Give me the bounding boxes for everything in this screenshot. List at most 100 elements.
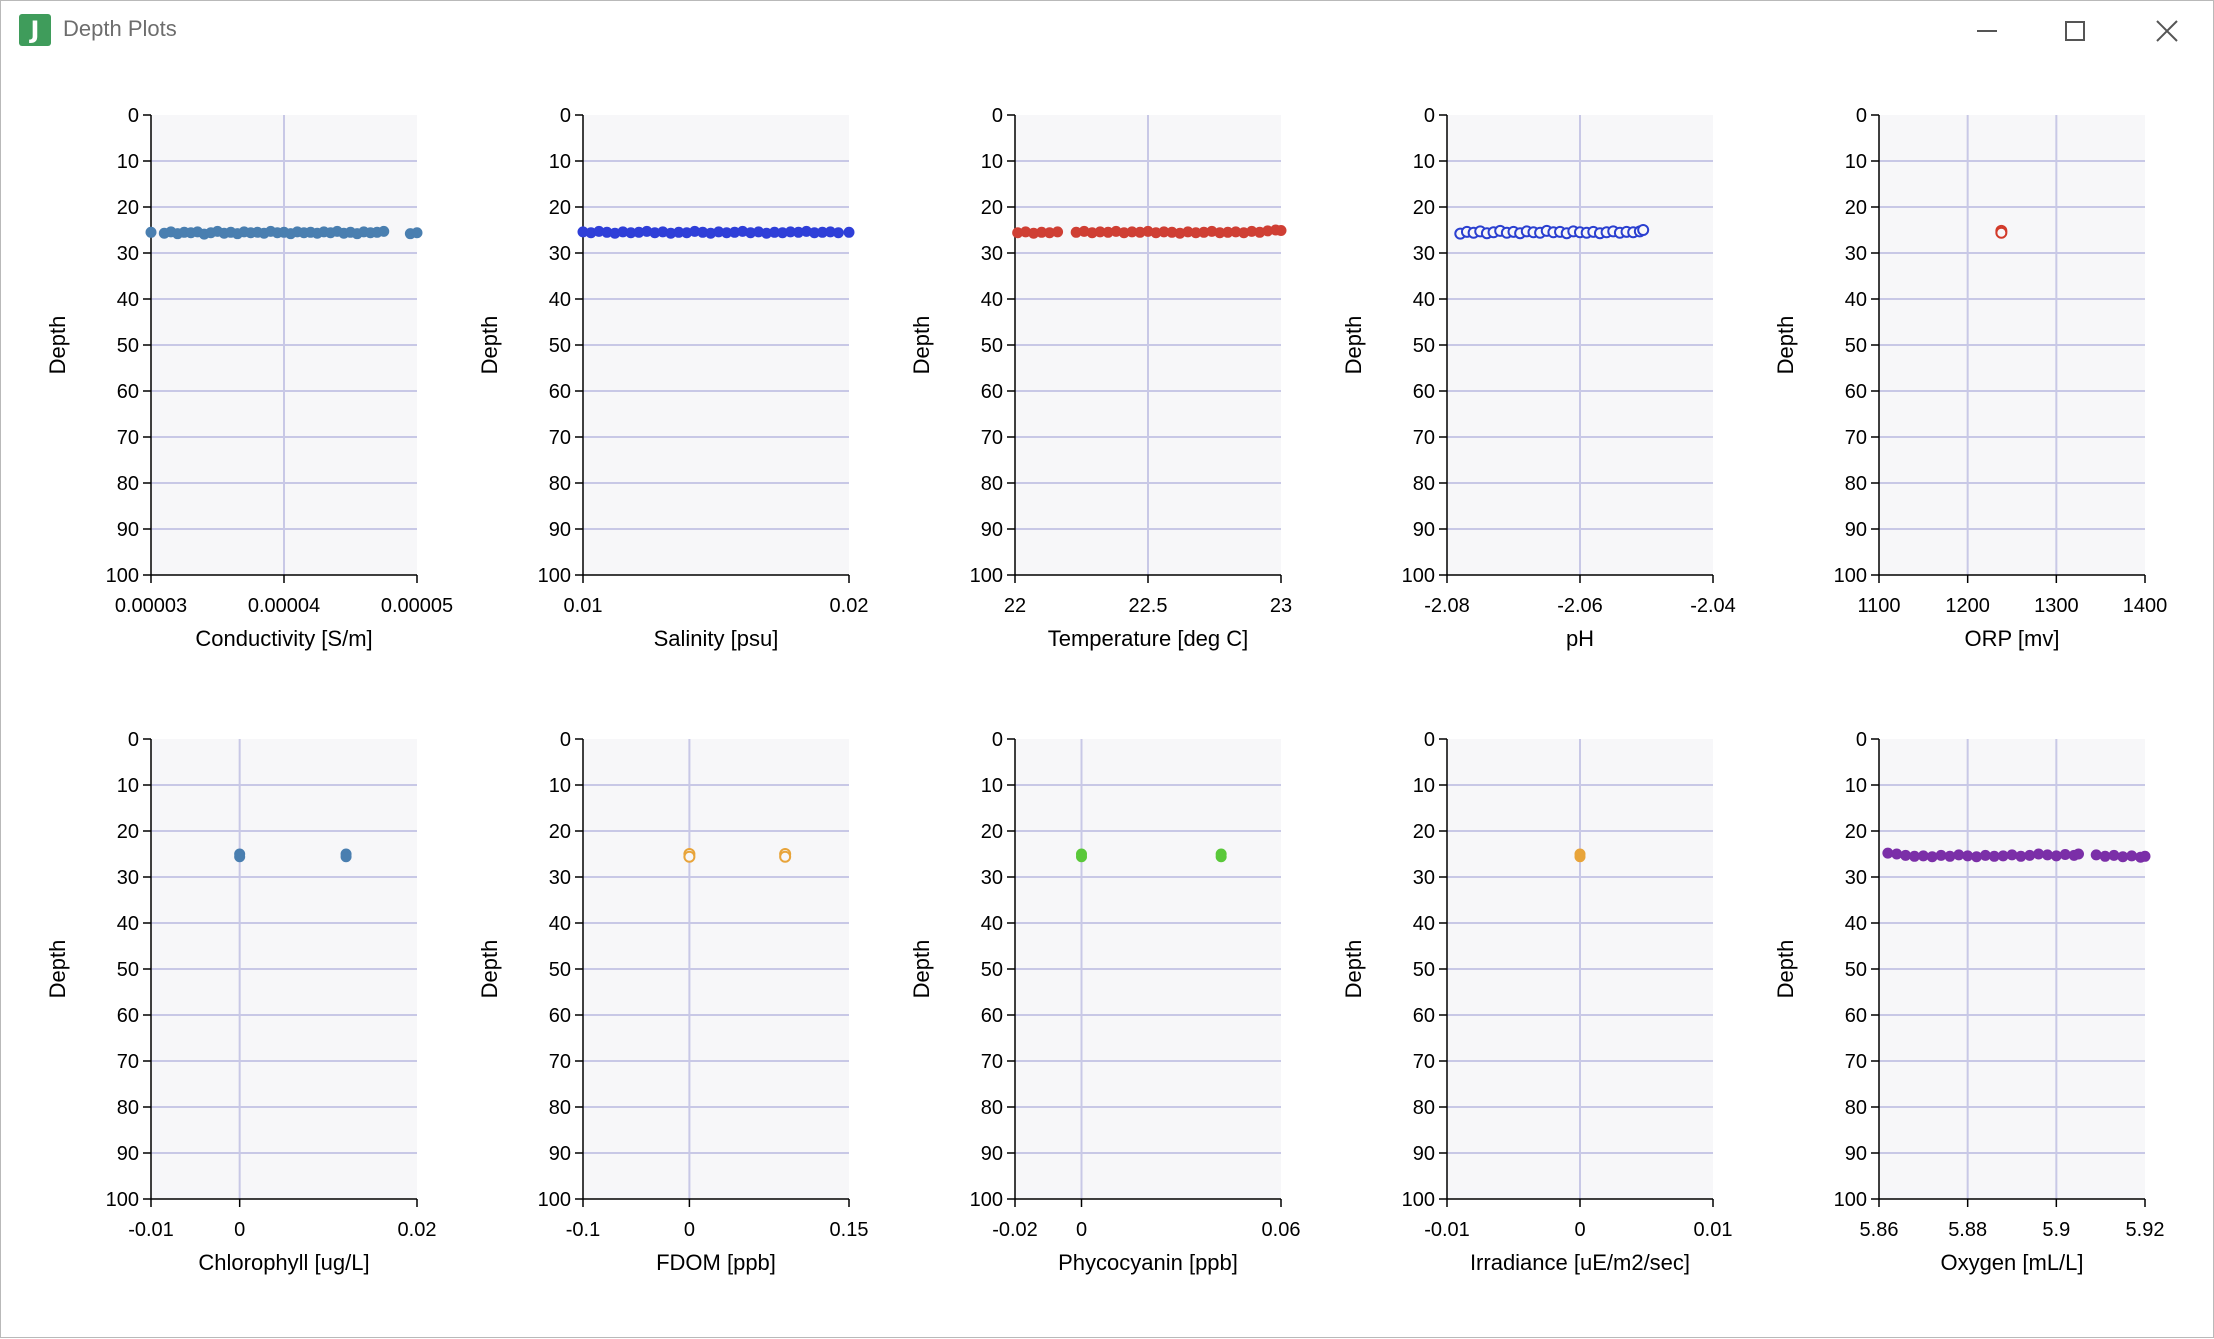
x-axis-label: pH [1566, 626, 1594, 651]
data-point [2006, 849, 2018, 861]
y-tick-label: 70 [981, 1051, 1003, 1073]
x-tick-label: 5.88 [1948, 1219, 1987, 1241]
x-tick-label: 1100 [1857, 595, 1900, 617]
chart-panel-1: 0 10 20 30 40 50 60 70 80 90 100 0.01 0.02 Salinity [… [477, 105, 868, 651]
minimize-button[interactable] [1947, 1, 2027, 59]
y-tick-label: 30 [549, 243, 571, 265]
y-tick-label: 0 [1856, 729, 1867, 751]
y-tick-label: 100 [538, 565, 571, 587]
y-tick-label: 70 [1413, 427, 1435, 449]
y-tick-label: 90 [1413, 1143, 1435, 1165]
y-axis-label: Depth [1773, 316, 1798, 375]
y-tick-label: 10 [549, 775, 571, 797]
data-point [832, 227, 844, 239]
y-tick-label: 90 [1413, 519, 1435, 541]
data-point [340, 851, 352, 863]
y-tick-label: 60 [1845, 381, 1867, 403]
chart-panel-6: 0 10 20 30 40 50 60 70 80 90 100 -0.1 0 0.15 FDOM [ppb… [477, 729, 868, 1275]
x-axis-label: Oxygen [mL/L] [1940, 1250, 2083, 1275]
x-tick-label: -0.01 [1424, 1219, 1470, 1241]
y-tick-label: 10 [1413, 775, 1435, 797]
x-axis-label: Salinity [psu] [654, 626, 779, 651]
maximize-icon [2065, 21, 2085, 41]
chart-panel-9: 0 10 20 30 40 50 60 70 80 90 100 5.86 5.88 5.9 5.92 Oxy… [1773, 729, 2164, 1275]
x-axis-label: Temperature [deg C] [1048, 626, 1249, 651]
y-tick-label: 40 [1413, 289, 1435, 311]
y-tick-label: 0 [128, 105, 139, 127]
y-tick-label: 90 [117, 1143, 139, 1165]
x-tick-label: 0.15 [830, 1219, 869, 1241]
data-point [1926, 851, 1938, 863]
y-tick-label: 40 [981, 913, 1003, 935]
title-bar[interactable]: J Depth Plots [1, 1, 2213, 59]
y-tick-label: 90 [1845, 519, 1867, 541]
y-axis-label: Depth [1773, 940, 1798, 999]
y-tick-label: 90 [549, 519, 571, 541]
y-tick-label: 90 [549, 1143, 571, 1165]
y-tick-label: 10 [1413, 151, 1435, 173]
y-tick-label: 50 [117, 335, 139, 357]
chart-panel-4: 0 10 20 30 40 50 60 70 80 90 100 1100 1200 1300 1400 OR… [1773, 105, 2167, 651]
y-tick-label: 20 [1845, 197, 1867, 219]
close-button[interactable] [2127, 1, 2207, 59]
data-point [2024, 849, 2036, 861]
x-tick-label: -0.01 [128, 1219, 174, 1241]
y-tick-label: 80 [1413, 473, 1435, 495]
data-point [1944, 850, 1956, 862]
y-tick-label: 80 [981, 1097, 1003, 1119]
y-tick-label: 100 [970, 565, 1003, 587]
y-tick-label: 100 [106, 1189, 139, 1211]
x-tick-label: -0.1 [566, 1219, 600, 1241]
y-tick-label: 20 [117, 821, 139, 843]
y-tick-label: 90 [1845, 1143, 1867, 1165]
y-tick-label: 70 [1845, 1051, 1867, 1073]
y-tick-label: 70 [549, 427, 571, 449]
window-title: Depth Plots [63, 16, 177, 41]
y-tick-label: 0 [128, 729, 139, 751]
y-tick-label: 80 [1845, 1097, 1867, 1119]
chart-panel-5: 0 10 20 30 40 50 60 70 80 90 100 -0.01 0 0.02 Chloroph… [45, 729, 436, 1275]
y-tick-label: 50 [549, 959, 571, 981]
y-tick-label: 0 [560, 105, 571, 127]
y-tick-label: 90 [117, 519, 139, 541]
y-tick-label: 100 [1834, 565, 1867, 587]
data-point [843, 226, 855, 238]
data-point [1052, 226, 1064, 238]
maximize-button[interactable] [2035, 1, 2115, 59]
x-tick-label: 22.5 [1129, 595, 1168, 617]
y-tick-label: 20 [1413, 197, 1435, 219]
y-tick-label: 40 [117, 289, 139, 311]
y-tick-label: 30 [117, 867, 139, 889]
data-point [145, 226, 157, 238]
data-point [1574, 851, 1586, 863]
x-tick-label: 1300 [2034, 595, 2079, 617]
y-tick-label: 20 [549, 197, 571, 219]
y-axis-label: Depth [45, 316, 70, 375]
y-tick-label: 100 [1834, 1189, 1867, 1211]
y-tick-label: 0 [1856, 105, 1867, 127]
y-tick-label: 10 [981, 775, 1003, 797]
y-tick-label: 30 [1413, 867, 1435, 889]
y-tick-label: 70 [1845, 427, 1867, 449]
data-point [2139, 850, 2151, 862]
data-point [2073, 848, 2084, 860]
y-tick-label: 10 [549, 151, 571, 173]
y-tick-label: 10 [1845, 775, 1867, 797]
y-tick-label: 60 [117, 1005, 139, 1027]
data-point [683, 850, 696, 863]
y-tick-label: 0 [1424, 105, 1435, 127]
x-axis-label: Chlorophyll [ug/L] [198, 1250, 369, 1275]
y-tick-label: 10 [981, 151, 1003, 173]
x-tick-label: 0.01 [564, 595, 603, 617]
y-tick-label: 40 [1845, 913, 1867, 935]
data-point [1275, 224, 1287, 236]
y-tick-label: 30 [1413, 243, 1435, 265]
data-point [779, 850, 792, 863]
x-axis-label: Phycocyanin [ppb] [1058, 1250, 1238, 1275]
y-tick-label: 90 [981, 1143, 1003, 1165]
y-axis-label: Depth [909, 316, 934, 375]
y-tick-label: 70 [1413, 1051, 1435, 1073]
x-tick-label: -2.08 [1424, 595, 1470, 617]
y-tick-label: 50 [981, 335, 1003, 357]
